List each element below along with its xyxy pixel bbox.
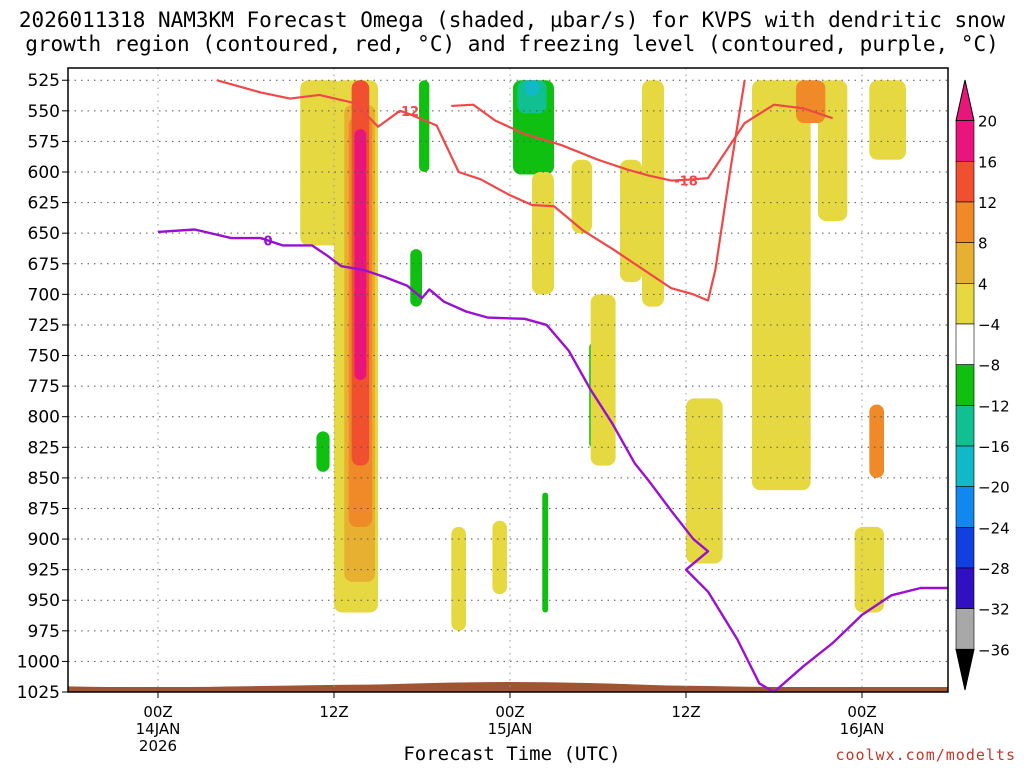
credit-link[interactable]: coolwx.com/modelts: [835, 746, 1016, 764]
omega-region-19: [686, 398, 723, 564]
colorbar-seg-8: [955, 445, 975, 487]
terrain-band: [68, 682, 948, 692]
colorbar-label-2: 12: [978, 194, 997, 212]
colorbar-seg-7: [955, 405, 975, 447]
y-tick-label-775: 775: [28, 377, 60, 397]
omega-region-13: [542, 492, 549, 613]
colorbar-seg-9: [955, 486, 975, 528]
colorbar-seg-3: [955, 242, 975, 284]
colorbar-top-arrow: [955, 79, 975, 122]
chart-title-line2: growth region (contoured, red, °C) and f…: [25, 32, 999, 56]
colorbar-seg-5: [955, 323, 975, 365]
y-tick-label-700: 700: [28, 285, 60, 305]
contour-label-freezing-level: 0: [263, 235, 272, 250]
colorbar-label-13: −36: [978, 641, 1010, 659]
omega-region-22: [752, 80, 811, 491]
contour-freezing-level-right: [773, 586, 948, 692]
colorbar-label-5: −4: [978, 316, 1000, 334]
omega-region-15: [571, 159, 593, 234]
colorbar-label-10: −24: [978, 519, 1010, 537]
omega-region-8: [316, 431, 330, 472]
plot-area: -12 -18 0: [68, 68, 948, 692]
omega-region-27: [869, 404, 884, 478]
colorbar-seg-11: [955, 567, 975, 609]
y-tick-label-525: 525: [28, 71, 60, 91]
y-tick-label-750: 750: [28, 347, 60, 367]
omega-region-5: [354, 129, 367, 380]
y-tick-label-825: 825: [28, 438, 60, 458]
colorbar-label-0: 20: [978, 113, 997, 131]
y-tick-label-950: 950: [28, 591, 60, 611]
y-tick-label-875: 875: [28, 499, 60, 519]
x-tick-label-12: 12Z: [319, 703, 348, 721]
x-tick-year-0: 2026: [139, 737, 177, 755]
y-tick-label-600: 600: [28, 163, 60, 183]
omega-region-20: [451, 526, 466, 631]
omega-region-11: [524, 80, 540, 97]
omega-region-26: [796, 80, 826, 124]
omega-region-21: [492, 520, 508, 595]
y-tick-label-900: 900: [28, 530, 60, 550]
colorbar-label-6: −8: [978, 357, 1000, 375]
y-tick-label-550: 550: [28, 102, 60, 122]
omega-region-18: [642, 80, 664, 307]
chart-title-line1: 2026011318 NAM3KM Forecast Omega (shaded…: [18, 8, 1006, 32]
y-tick-label-725: 725: [28, 316, 60, 336]
colorbar-seg-10: [955, 527, 975, 569]
y-tick-label-650: 650: [28, 224, 60, 244]
colorbar-bottom-arrow: [955, 648, 975, 691]
colorbar-label-1: 16: [978, 153, 997, 171]
y-tick-label-800: 800: [28, 408, 60, 428]
y-tick-label-575: 575: [28, 132, 60, 152]
contour-label-dgz-bottom: -18: [674, 175, 698, 190]
x-tick-sublabel-48: 16JAN: [840, 720, 885, 738]
colorbar-seg-0: [955, 120, 975, 162]
omega-region-16: [590, 294, 616, 466]
contour-dgz-top: [216, 79, 746, 302]
x-tick-label-0: 00Z: [143, 703, 172, 721]
x-tick-label-36: 12Z: [671, 703, 700, 721]
y-tick-label-975: 975: [28, 622, 60, 642]
colorbar-label-4: 4: [978, 275, 988, 293]
omega-region-6: [419, 80, 430, 172]
y-tick-label-625: 625: [28, 194, 60, 214]
colorbar-label-3: 8: [978, 235, 988, 253]
colorbar-seg-4: [955, 283, 975, 325]
colorbar-label-7: −12: [978, 397, 1010, 415]
y-tick-label-1000: 1000: [17, 652, 60, 672]
x-tick-sublabel-24: 15JAN: [488, 720, 533, 738]
omega-region-24: [854, 526, 884, 613]
omega-region-17: [620, 159, 642, 283]
y-tick-label-1025: 1025: [17, 683, 60, 703]
colorbar-label-9: −20: [978, 479, 1010, 497]
colorbar-label-8: −16: [978, 438, 1010, 456]
colorbar-seg-12: [955, 608, 975, 650]
colorbar-seg-6: [955, 364, 975, 406]
y-tick-label-675: 675: [28, 255, 60, 275]
colorbar-label-11: −28: [978, 560, 1010, 578]
contour-label-dgz-top: -12: [396, 105, 420, 120]
x-tick-label-24: 00Z: [495, 703, 524, 721]
contour-dgz-bottom: [451, 103, 834, 182]
x-tick-sublabel-0: 14JAN: [136, 720, 181, 738]
contour-freezing-level: [157, 228, 775, 692]
colorbar-label-12: −32: [978, 601, 1010, 619]
x-axis-title: Forecast Time (UTC): [403, 743, 621, 765]
plot-frame: [67, 67, 949, 693]
colorbar-seg-1: [955, 161, 975, 203]
x-tick-label-48: 00Z: [847, 703, 876, 721]
y-tick-label-850: 850: [28, 469, 60, 489]
omega-region-0: [300, 80, 342, 246]
omega-region-25: [869, 80, 906, 160]
colorbar-seg-2: [955, 201, 975, 243]
y-tick-label-925: 925: [28, 561, 60, 581]
